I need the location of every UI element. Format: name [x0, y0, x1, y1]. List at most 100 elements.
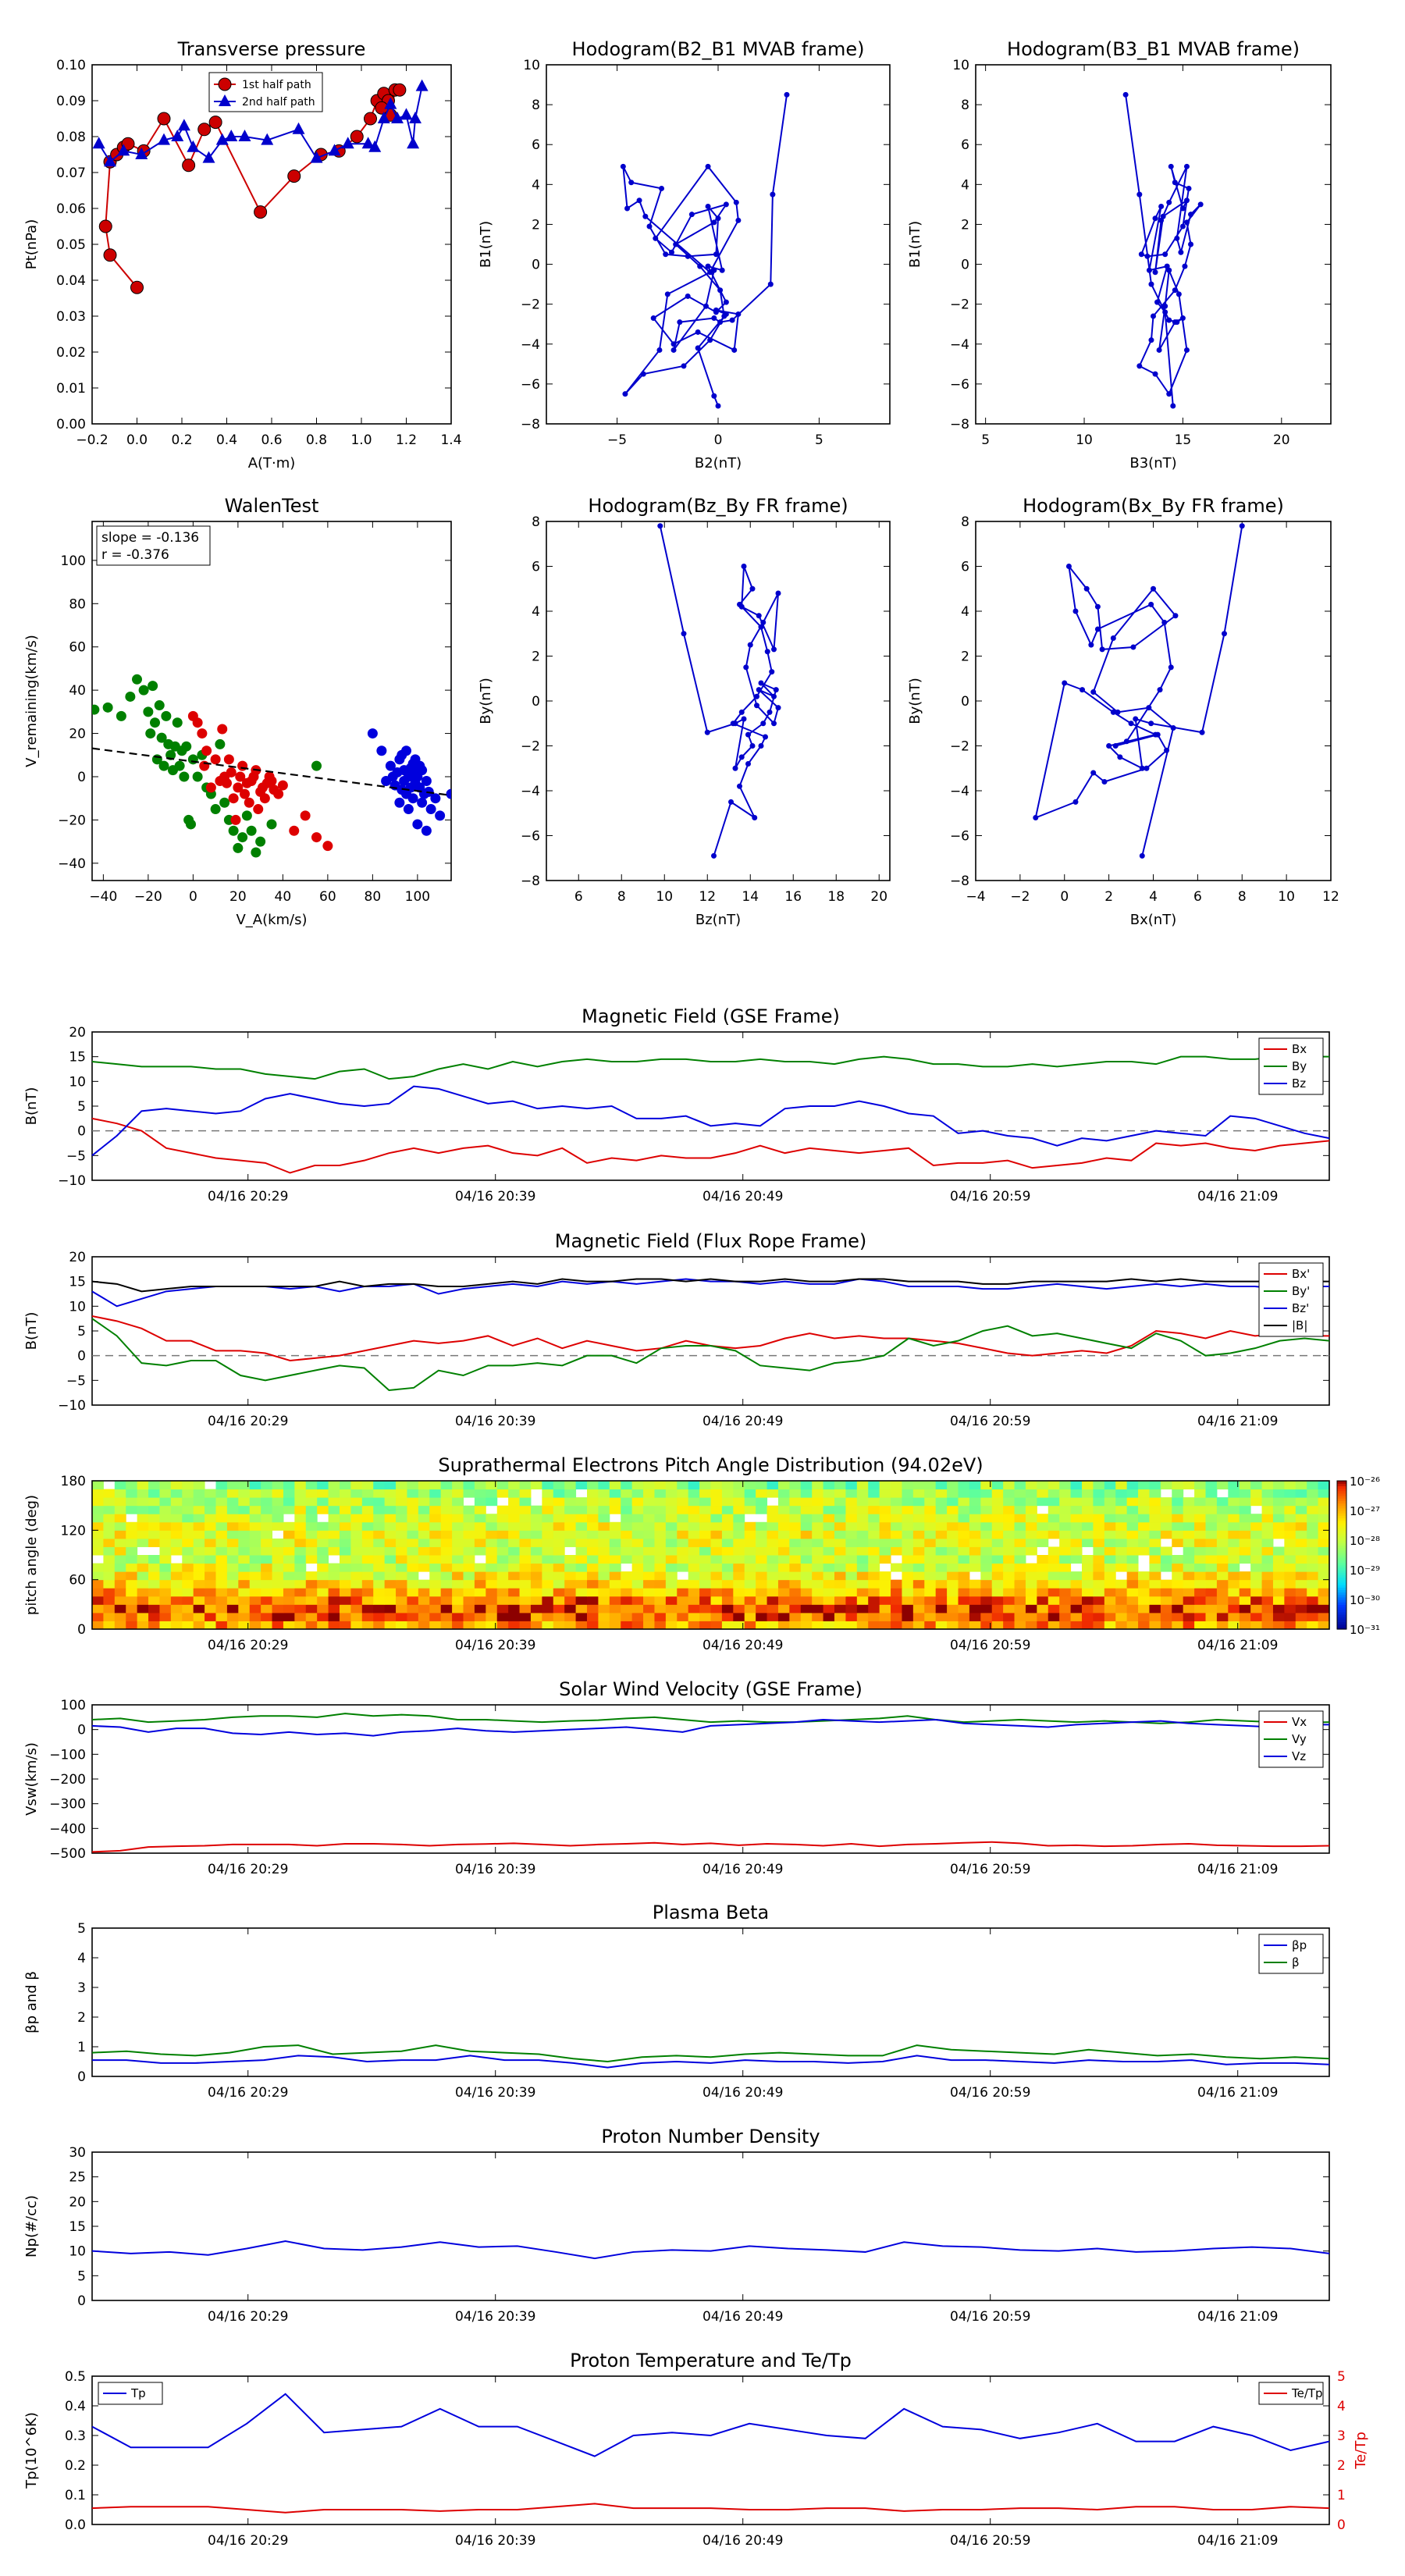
- heatmap-cell: [1093, 1555, 1105, 1564]
- heatmap-cell: [947, 1505, 959, 1514]
- heatmap-cell: [553, 1497, 565, 1507]
- data-point: [368, 140, 382, 152]
- heatmap-cell: [924, 1481, 937, 1490]
- heatmap-cell: [407, 1538, 419, 1547]
- heatmap-cell: [935, 1579, 948, 1589]
- heatmap-cell: [789, 1604, 802, 1614]
- heatmap-cell: [1059, 1505, 1072, 1514]
- heatmap-cell: [575, 1521, 588, 1531]
- heatmap-cell: [912, 1546, 925, 1556]
- x-tick-label: 04/16 21:09: [1197, 1638, 1278, 1653]
- heatmap-cell: [1295, 1588, 1307, 1597]
- data-point: [731, 347, 738, 353]
- heatmap-cell: [486, 1489, 498, 1498]
- heatmap-cell: [1003, 1481, 1016, 1490]
- heatmap-cell: [823, 1579, 835, 1589]
- heatmap-cell: [631, 1579, 644, 1589]
- heatmap-cell: [587, 1571, 599, 1581]
- heatmap-cell: [452, 1497, 464, 1507]
- data-point: [228, 793, 239, 804]
- heatmap-cell: [1048, 1621, 1060, 1630]
- heatmap-cell: [1025, 1521, 1037, 1531]
- heatmap-cell: [1183, 1538, 1195, 1547]
- heatmap-cell: [767, 1571, 779, 1581]
- heatmap-cell: [486, 1546, 498, 1556]
- heatmap-cell: [733, 1514, 745, 1523]
- heatmap-cell: [631, 1596, 644, 1605]
- y-tick-label: −8: [521, 417, 540, 432]
- heatmap-cell: [249, 1514, 261, 1523]
- heatmap-cell: [1183, 1546, 1195, 1556]
- heatmap-cell: [856, 1604, 869, 1614]
- heatmap-cell: [1149, 1596, 1161, 1605]
- heatmap-cell: [587, 1497, 599, 1507]
- heatmap-cell: [407, 1596, 419, 1605]
- heatmap-cell: [902, 1555, 914, 1564]
- heatmap-cell: [756, 1481, 768, 1490]
- heatmap-cell: [530, 1538, 542, 1547]
- heatmap-cell: [1307, 1514, 1319, 1523]
- data-point: [273, 788, 284, 799]
- heatmap-cell: [1048, 1612, 1060, 1621]
- heatmap-cell: [137, 1612, 149, 1621]
- heatmap-cell: [215, 1579, 228, 1589]
- data-point: [1122, 91, 1129, 98]
- heatmap-cell: [137, 1555, 149, 1564]
- heatmap-cell: [1295, 1555, 1307, 1564]
- heatmap-cell: [924, 1546, 937, 1556]
- heatmap-cell: [834, 1612, 846, 1621]
- heatmap-cell: [1261, 1546, 1274, 1556]
- heatmap-cell: [598, 1546, 610, 1556]
- heatmap-cell: [452, 1596, 464, 1605]
- heatmap-cell: [688, 1555, 700, 1564]
- heatmap-cell: [272, 1538, 284, 1547]
- heatmap-cell: [440, 1530, 453, 1539]
- heatmap-cell: [463, 1555, 475, 1564]
- heatmap-cell: [384, 1579, 397, 1589]
- heatmap-cell: [991, 1481, 1004, 1490]
- heatmap-cell: [1183, 1505, 1195, 1514]
- heatmap-cell: [373, 1546, 386, 1556]
- data-point: [1088, 642, 1094, 648]
- heatmap-cell: [834, 1505, 846, 1514]
- heatmap-cell: [1205, 1546, 1218, 1556]
- heatmap-cell: [631, 1530, 644, 1539]
- heatmap-cell: [508, 1579, 521, 1589]
- heatmap-cell: [317, 1579, 329, 1589]
- heatmap-cell: [452, 1579, 464, 1589]
- heatmap-cell: [1082, 1571, 1094, 1581]
- heatmap-cell: [553, 1489, 565, 1498]
- heatmap-cell: [1250, 1563, 1263, 1572]
- heatmap-cell: [879, 1521, 891, 1531]
- data-point: [1130, 644, 1136, 650]
- heatmap-cell: [654, 1538, 667, 1547]
- heatmap-cell: [137, 1481, 149, 1490]
- legend-label: Vz: [1292, 1749, 1306, 1763]
- heatmap-cell: [1172, 1481, 1184, 1490]
- heatmap-cell: [1239, 1588, 1251, 1597]
- heatmap-cell: [924, 1530, 937, 1539]
- heatmap-cell: [1070, 1521, 1083, 1531]
- heatmap-cell: [261, 1596, 273, 1605]
- heatmap-cell: [1307, 1497, 1319, 1507]
- heatmap-cell: [226, 1514, 239, 1523]
- heatmap-cell: [744, 1505, 756, 1514]
- heatmap-cell: [1194, 1489, 1206, 1498]
- series-line: [91, 1718, 1329, 1737]
- heatmap-cell: [1228, 1546, 1240, 1556]
- heatmap-cell: [721, 1481, 734, 1490]
- heatmap-cell: [1104, 1563, 1116, 1572]
- heatmap-cell: [1093, 1621, 1105, 1630]
- heatmap-cell: [1126, 1514, 1139, 1523]
- colorbar-cell: [1337, 1621, 1346, 1625]
- data-point: [197, 728, 208, 739]
- heatmap-cell: [1284, 1489, 1297, 1498]
- data-point: [695, 329, 701, 335]
- heatmap-cell: [958, 1596, 970, 1605]
- heatmap-cell: [215, 1612, 228, 1621]
- heatmap-cell: [621, 1538, 633, 1547]
- heatmap-cell: [991, 1530, 1004, 1539]
- heatmap-cell: [1115, 1612, 1128, 1621]
- heatmap-cell: [1059, 1612, 1072, 1621]
- heatmap-cell: [508, 1497, 521, 1507]
